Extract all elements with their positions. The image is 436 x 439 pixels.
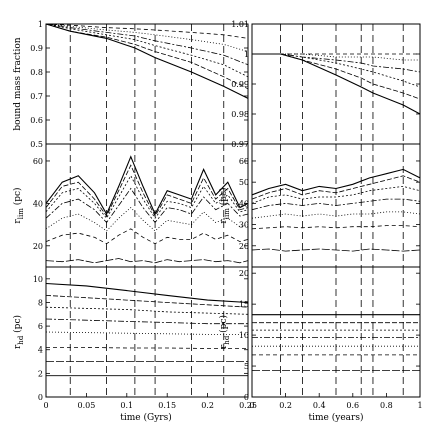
series-line-4 <box>45 23 249 66</box>
series-line-3 <box>45 23 249 78</box>
series-line-5 <box>45 331 248 335</box>
y-tick-label: 40 <box>33 199 43 208</box>
right-x-axis-label: time (years) <box>309 412 364 423</box>
y-tick-label: 30 <box>239 221 249 230</box>
y-axis-label: rhd (pc) <box>12 315 25 349</box>
y-tick-label: 1 <box>244 50 249 59</box>
series-line-6 <box>251 225 421 230</box>
x-tick-label: 0 <box>43 401 48 410</box>
series-line-5 <box>251 211 421 219</box>
series-line-5 <box>45 207 249 232</box>
y-tick-label: 0.97 <box>231 140 249 149</box>
panel-l1: 0.5 0.6 0.7 0.8 0.9 1 bound mass fraction <box>13 20 249 149</box>
x-tick-label: 0.15 <box>158 401 176 410</box>
y-tick-label: 0 <box>244 393 249 402</box>
series-line-3 <box>45 174 249 219</box>
x-tick-label: 0.8 <box>380 401 393 410</box>
panel-l3: 0 2 4 6 8 10 0 0.05 0.1 0.15 0.2 0.25 rhd (pc) <box>12 266 257 410</box>
y-tick-label: 0.5 <box>30 140 43 149</box>
y-tick-label: 6 <box>38 322 43 331</box>
y-tick-label: 0.6 <box>30 116 43 125</box>
x-tick-label: 0.2 <box>201 401 214 410</box>
y-tick-label: 4 <box>38 346 43 355</box>
series-line-1 <box>45 155 249 216</box>
y-tick-label: 15 <box>239 300 249 309</box>
series-line-7 <box>251 248 421 252</box>
panel-l2: 20 40 60 rlim (pc) <box>12 143 249 268</box>
x-tick-label: 0.6 <box>346 401 359 410</box>
series-line-4 <box>251 198 421 211</box>
y-axis-label: rlim (pc) <box>218 187 231 223</box>
series-line-5 <box>252 53 420 61</box>
y-tick-label: 20 <box>239 242 249 251</box>
y-tick-label: 8 <box>38 298 43 307</box>
series-line-4 <box>45 318 248 325</box>
x-tick-label: 0.4 <box>313 401 326 410</box>
x-tick-label: 0.2 <box>279 401 292 410</box>
y-tick-label: 1.01 <box>231 20 249 29</box>
y-tick-label: 5 <box>244 362 249 371</box>
x-tick-label: 0.05 <box>77 401 95 410</box>
y-tick-label: 10 <box>239 331 249 340</box>
x-tick-label: 0.25 <box>239 401 257 410</box>
y-tick-label: 2 <box>38 369 43 378</box>
series-line-7 <box>45 258 249 264</box>
y-tick-label: 60 <box>239 157 249 166</box>
series-line-4 <box>252 53 421 73</box>
y-axis-label: bound mass fraction <box>13 37 23 130</box>
y-tick-label: 1 <box>38 20 43 29</box>
series-line-1 <box>251 168 421 196</box>
series-line-6 <box>45 228 249 245</box>
panel-r3: 0 5 10 15 20 0 0.2 0.4 0.6 0.8 1 rhd (pc) <box>218 266 423 410</box>
y-axis-label: rlim (pc) <box>12 187 25 223</box>
y-tick-label: 20 <box>239 269 249 278</box>
series-line-6 <box>46 346 248 349</box>
left-x-axis-label: time (Gyrs) <box>120 412 171 423</box>
panel-r2: 20 30 40 50 60 rlim (pc) <box>218 143 421 268</box>
plot-frame <box>251 266 421 398</box>
series-line-2 <box>252 53 421 100</box>
series-line-5 <box>45 23 249 52</box>
y-tick-label: 40 <box>239 199 249 208</box>
y-tick-label: 10 <box>33 275 43 284</box>
series-line-3 <box>251 185 421 204</box>
y-tick-label: 20 <box>33 242 43 251</box>
y-tick-label: 0.8 <box>30 68 43 77</box>
y-tick-label: 0 <box>38 393 43 402</box>
series-line-3 <box>45 306 249 315</box>
series-line-2 <box>45 295 249 308</box>
series-line-2 <box>45 23 249 90</box>
y-tick-label: 0.7 <box>30 92 43 101</box>
series-line-1 <box>45 23 249 99</box>
series-line-2 <box>45 164 249 217</box>
y-tick-label: 0.9 <box>30 44 43 53</box>
x-tick-label: 0.1 <box>120 401 133 410</box>
x-tick-label: 0 <box>249 401 254 410</box>
panel-r1: 0.97 0.98 0.99 1 1.01 <box>231 20 421 149</box>
plot-frame <box>45 266 249 398</box>
x-tick-label: 1 <box>417 401 422 410</box>
y-axis-label: rhd (pc) <box>218 315 231 349</box>
series-line-2 <box>251 175 421 200</box>
y-tick-label: 0.98 <box>231 110 249 119</box>
series-line-6 <box>45 23 249 39</box>
y-tick-label: 60 <box>33 157 43 166</box>
y-tick-label: 50 <box>239 178 249 187</box>
y-tick-label: 0.99 <box>231 80 249 89</box>
series-line-1 <box>45 282 249 304</box>
series-line-4 <box>45 187 249 224</box>
